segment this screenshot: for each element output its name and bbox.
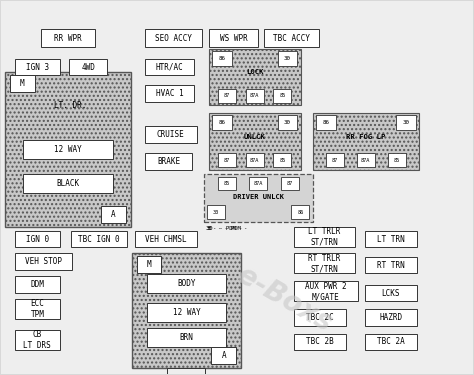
Text: 30: 30 [213, 210, 219, 215]
Bar [281, 177, 299, 190]
Bar [15, 276, 60, 293]
Text: TBC IGN 0: TBC IGN 0 [78, 234, 120, 243]
Text: 4WD: 4WD [81, 63, 95, 72]
Text: A: A [111, 210, 116, 219]
Text: LT. DR.: LT. DR. [55, 101, 87, 110]
Bar [5, 72, 131, 227]
Bar [273, 89, 291, 103]
Bar [145, 85, 194, 102]
Bar [218, 89, 236, 103]
Bar [313, 113, 419, 170]
Bar [137, 256, 161, 273]
Bar [15, 330, 60, 350]
Bar [278, 51, 298, 66]
Text: 30: 30 [284, 56, 291, 61]
Text: LT TRN: LT TRN [377, 234, 404, 243]
Bar [294, 253, 355, 273]
Bar [212, 51, 232, 66]
Text: TBC 2B: TBC 2B [306, 337, 334, 346]
Text: e-Boxs: e-Boxs [232, 261, 337, 338]
Text: 85: 85 [279, 158, 285, 162]
Bar [357, 153, 375, 167]
Text: - - PDM -: - - PDM - [213, 226, 243, 231]
Text: - - PDM -: - - PDM - [218, 226, 247, 231]
Bar [388, 153, 406, 167]
Text: SEO ACCY: SEO ACCY [155, 34, 191, 43]
Bar [209, 30, 258, 47]
Bar [273, 153, 291, 167]
Text: DDM: DDM [30, 280, 44, 289]
Bar [365, 309, 417, 326]
Bar [147, 303, 226, 321]
Bar [15, 59, 60, 75]
Bar [365, 231, 417, 247]
Text: 86: 86 [297, 210, 303, 215]
Text: RR WPR: RR WPR [54, 34, 82, 43]
Text: 87: 87 [224, 93, 230, 98]
Bar [264, 30, 319, 47]
Text: BRAKE: BRAKE [157, 157, 180, 166]
Text: WS WPR: WS WPR [219, 34, 247, 43]
Text: A: A [221, 351, 226, 360]
Text: 30: 30 [284, 120, 291, 125]
Text: 85: 85 [223, 181, 230, 186]
Bar [365, 285, 417, 302]
Bar [294, 334, 346, 350]
Text: VEH CHMSL: VEH CHMSL [146, 234, 187, 243]
Text: 87A: 87A [250, 93, 259, 98]
Text: 87: 87 [332, 158, 338, 162]
Text: 86: 86 [322, 120, 329, 125]
Text: 12 WAY: 12 WAY [54, 145, 82, 154]
Text: IGN 3: IGN 3 [26, 63, 49, 72]
Bar [209, 113, 301, 170]
Text: M: M [147, 260, 151, 269]
Bar [211, 347, 236, 364]
Bar [23, 140, 113, 159]
Text: HAZRD: HAZRD [379, 313, 402, 322]
Text: IGN 0: IGN 0 [26, 234, 49, 243]
Bar [316, 116, 336, 130]
Bar [294, 309, 346, 326]
Bar [15, 299, 60, 319]
Text: TBC 2C: TBC 2C [306, 313, 334, 322]
Text: TBC 2A: TBC 2A [377, 337, 404, 346]
Bar [294, 227, 355, 247]
Bar [326, 153, 344, 167]
Text: 12 WAY: 12 WAY [173, 308, 201, 317]
Text: DRIVER UNLCK: DRIVER UNLCK [233, 194, 284, 200]
Text: CB
LT DRS: CB LT DRS [23, 330, 51, 350]
Text: BLACK: BLACK [56, 179, 80, 188]
Bar [212, 116, 232, 130]
Bar [278, 116, 298, 130]
Bar [136, 231, 197, 247]
Bar [145, 153, 192, 170]
Text: 30: 30 [205, 226, 212, 231]
Bar [145, 59, 194, 75]
Bar [23, 174, 113, 193]
Text: HVAC 1: HVAC 1 [156, 89, 183, 98]
Text: UNLCK: UNLCK [244, 134, 265, 140]
Text: 87: 87 [224, 158, 230, 162]
Text: LCKS: LCKS [382, 289, 400, 298]
Bar [204, 174, 313, 222]
Bar [365, 257, 417, 273]
Text: LT TRLR
ST/TRN: LT TRLR ST/TRN [308, 228, 341, 247]
Text: 30: 30 [206, 226, 213, 231]
Text: 86: 86 [219, 120, 225, 125]
Text: RR FOG LP: RR FOG LP [346, 134, 385, 140]
Text: 87: 87 [287, 181, 293, 186]
Bar [10, 75, 35, 92]
Text: BRN: BRN [180, 333, 193, 342]
Text: LOCK: LOCK [246, 69, 264, 75]
Bar [132, 252, 241, 368]
Bar [209, 48, 301, 105]
Bar [218, 153, 236, 167]
Text: RT TRLR
ST/TRN: RT TRLR ST/TRN [308, 254, 341, 273]
Bar [101, 206, 126, 223]
Bar [41, 30, 95, 47]
Text: TBC ACCY: TBC ACCY [273, 34, 310, 43]
Bar [15, 231, 60, 247]
Bar [15, 253, 72, 270]
Text: HTR/AC: HTR/AC [156, 63, 183, 72]
